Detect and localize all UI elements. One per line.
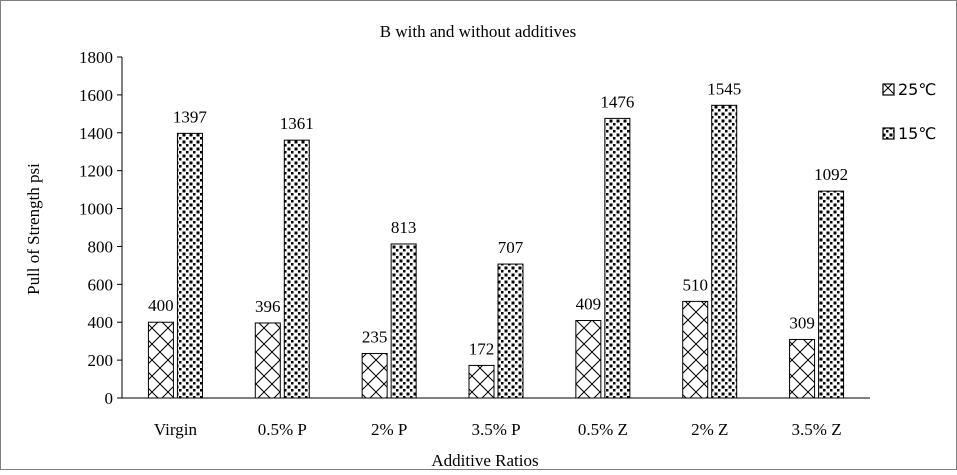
legend: 25℃ 15℃ (882, 80, 936, 143)
chart-title: B with and without additives (380, 22, 576, 41)
bars: 400 1397 396 1361 235 813 172 707 409 1476 510 1545… (147, 79, 848, 399)
x-tick-label: 3.5% Z (792, 420, 842, 439)
x-tick-label: Virgin (154, 420, 198, 439)
y-tick-label: 0 (105, 389, 114, 408)
bar-series-1 (361, 352, 388, 399)
bar-series-2 (497, 263, 524, 399)
bar-series-2 (818, 190, 845, 399)
x-tick-label: 0.5% Z (578, 420, 628, 439)
x-tick-label: 2% P (371, 420, 407, 439)
bar-series-1 (789, 338, 816, 399)
data-label: 396 (255, 297, 281, 316)
data-label: 707 (498, 238, 524, 257)
data-label: 309 (789, 313, 815, 332)
y-tick-label: 1000 (79, 200, 113, 219)
y-axis-label: Pull of Strength psi (24, 163, 43, 295)
bar-group: 409 1476 (575, 92, 634, 399)
bar-group: 172 707 (468, 238, 524, 399)
y-tick-label: 800 (88, 237, 114, 256)
bar-group: 400 1397 (147, 107, 208, 399)
bar-group: 510 1545 (682, 79, 741, 399)
bar-group: 396 1361 (254, 114, 314, 399)
bar-series-1 (575, 320, 602, 399)
data-label: 400 (148, 296, 174, 315)
data-label: 510 (682, 275, 708, 294)
bar-group: 309 1092 (789, 165, 848, 399)
bar-series-1 (254, 322, 281, 399)
x-tick-label: 0.5% P (258, 420, 307, 439)
bar-series-2 (711, 104, 738, 399)
data-label: 172 (469, 339, 495, 358)
bar-series-1 (147, 321, 174, 399)
data-label: 1397 (173, 107, 208, 126)
y-tick-label: 1400 (79, 124, 113, 143)
x-axis: Virgin 0.5% P 2% P 3.5% P 0.5% Z 2% Z 3.5% Z (122, 397, 870, 439)
data-label: 409 (576, 295, 602, 314)
data-label: 1545 (707, 79, 741, 98)
y-tick-label: 1600 (79, 86, 113, 105)
bar-group: 235 813 (361, 218, 417, 399)
data-label: 1092 (814, 165, 848, 184)
legend-swatch (882, 127, 895, 140)
y-tick-label: 1200 (79, 162, 113, 181)
bar-series-1 (468, 364, 495, 399)
legend-swatch (882, 83, 895, 96)
bar-series-2 (176, 132, 203, 399)
y-axis: 0 200 400 600 800 1000 1200 1400 1600 1800 (79, 48, 123, 408)
y-tick-label: 400 (88, 313, 114, 332)
bar-series-2 (390, 243, 417, 399)
bar-series-2 (604, 117, 631, 399)
y-tick-label: 1800 (79, 48, 113, 67)
x-tick-label: 3.5% P (471, 420, 520, 439)
data-label: 235 (362, 327, 388, 346)
y-tick-label: 600 (88, 275, 114, 294)
legend-label: 25℃ (898, 80, 936, 99)
legend-label: 15℃ (898, 124, 936, 143)
bar-series-1 (682, 300, 709, 399)
x-axis-label: Additive Ratios (431, 451, 538, 470)
y-tick-label: 200 (88, 351, 114, 370)
data-label: 1476 (600, 92, 634, 111)
x-tick-label: 2% Z (691, 420, 728, 439)
data-label: 1361 (280, 114, 314, 133)
bar-series-2 (283, 139, 310, 399)
data-label: 813 (391, 218, 417, 237)
